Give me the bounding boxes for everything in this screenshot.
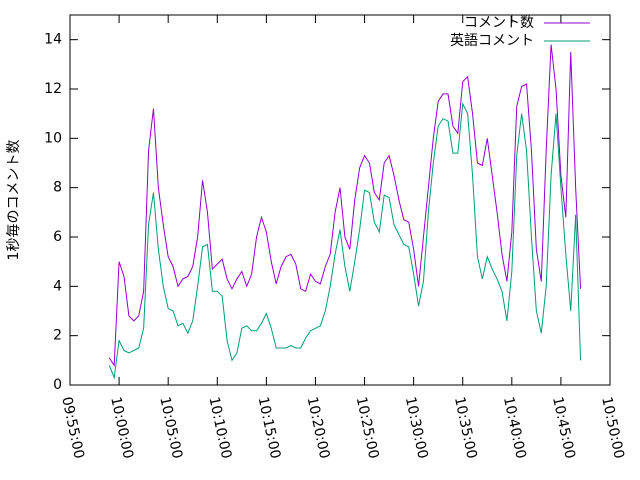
x-tick-label: 10:00:00	[107, 395, 136, 460]
legend-label: コメント数	[464, 15, 534, 31]
plot-frame	[69, 14, 611, 386]
x-tick-label: 09:55:00	[58, 395, 87, 460]
y-tick-label: 6	[53, 229, 62, 245]
x-tick-label: 10:30:00	[402, 395, 431, 460]
data-line	[108, 102, 582, 380]
x-tick-label: 10:40:00	[500, 395, 529, 460]
legend-label: 英語コメント	[450, 32, 534, 49]
y-tick-label: 8	[53, 180, 62, 196]
data-line	[108, 44, 582, 367]
x-tick-label: 10:50:00	[598, 395, 627, 460]
x-tick-label: 10:45:00	[549, 395, 578, 460]
y-tick-label: 10	[44, 130, 62, 146]
x-tick-label: 10:25:00	[353, 395, 382, 460]
x-tick-label: 10:15:00	[255, 395, 284, 460]
y-axis-label: 1秒毎のコメント数	[6, 140, 22, 261]
y-tick-label: 0	[53, 377, 62, 393]
y-tick-label: 14	[44, 32, 62, 48]
x-tick-label: 10:05:00	[156, 395, 185, 460]
x-tick-label: 10:35:00	[451, 395, 480, 460]
y-tick-label: 2	[53, 328, 62, 344]
x-tick-label: 10:10:00	[205, 395, 234, 460]
y-tick-label: 12	[44, 81, 62, 97]
y-tick-label: 4	[53, 278, 62, 294]
x-tick-label: 10:20:00	[304, 395, 333, 460]
